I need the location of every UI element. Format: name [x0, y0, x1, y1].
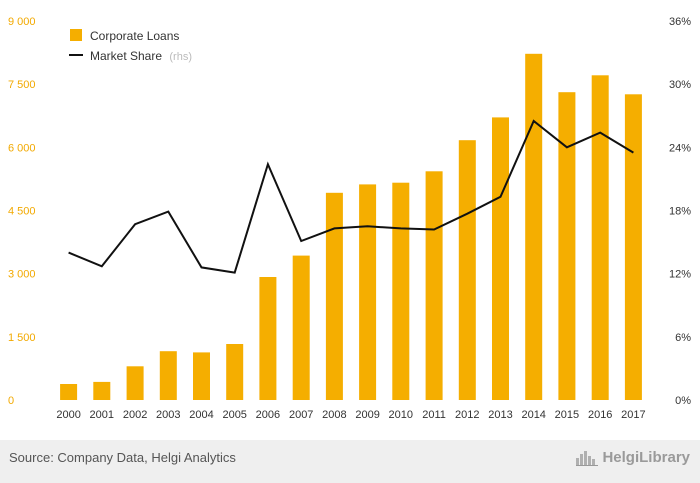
right-tick-label: 36%: [669, 16, 691, 28]
bar-2002: [126, 366, 144, 400]
right-tick-label: 12%: [669, 269, 691, 281]
source-note: Source: Company Data, Helgi Analytics: [9, 450, 236, 465]
right-tick-label: 6%: [675, 332, 691, 344]
bar-2007: [292, 255, 310, 400]
market-share-line: [68, 119, 634, 274]
legend-label-market-share: Market Share: [90, 49, 162, 63]
x-tick-label: 2002: [123, 409, 147, 421]
x-tick-label: 2012: [455, 409, 479, 421]
right-axis: 0% 6% 12% 18% 24% 30% 36%: [669, 16, 691, 407]
bar-2015: [558, 92, 576, 400]
x-tick-label: 2014: [521, 409, 545, 421]
bar-2009: [359, 184, 377, 400]
x-axis: 2000 2001 2002 2003 2004 2005 2006 2007 2008 2009…: [56, 409, 645, 421]
bar-2008: [325, 192, 343, 400]
x-tick-label: 2005: [222, 409, 246, 421]
x-tick-label: 2008: [322, 409, 346, 421]
x-tick-label: 2007: [289, 409, 313, 421]
bar-2000: [60, 384, 78, 400]
legend-label-corporate-loans: Corporate Loans: [90, 29, 179, 43]
x-tick-label: 2013: [488, 409, 512, 421]
left-tick-label: 4 500: [8, 206, 36, 218]
bar-2010: [392, 182, 410, 400]
bars-layer: [60, 53, 642, 401]
bar-2017: [624, 94, 642, 401]
chart-svg: 0 1 500 3 000 4 500 6 000 7 500 9 000 0% 6% 12% 1…: [8, 16, 691, 421]
bar-2004: [193, 352, 210, 400]
x-tick-label: 2003: [156, 409, 180, 421]
x-tick-label: 2017: [621, 409, 645, 421]
left-tick-label: 7 500: [8, 79, 36, 91]
line-layer: [68, 119, 634, 274]
bar-2003: [159, 351, 177, 400]
left-axis: 0 1 500 3 000 4 500 6 000 7 500 9 000: [8, 16, 36, 407]
left-tick-label: 3 000: [8, 269, 36, 281]
city-skyline-icon: [576, 450, 599, 466]
x-tick-label: 2015: [555, 409, 579, 421]
x-tick-label: 2004: [189, 409, 213, 421]
x-tick-label: 2001: [90, 409, 114, 421]
legend: Corporate Loans Market Share (rhs): [69, 29, 192, 63]
brand-logo: HelgiLibrary: [576, 449, 690, 466]
legend-label-rhs: (rhs): [169, 51, 192, 63]
bar-2011: [425, 171, 443, 400]
bar-2014: [525, 53, 543, 401]
svg-text:Market Share (rhs): Market Share (rhs): [90, 49, 192, 63]
left-tick-label: 1 500: [8, 332, 36, 344]
right-tick-label: 18%: [669, 206, 691, 218]
right-tick-label: 30%: [669, 79, 691, 91]
left-tick-label: 0: [8, 395, 14, 407]
bar-2001: [93, 381, 111, 400]
bar-2012: [458, 140, 476, 400]
x-tick-label: 2011: [422, 409, 446, 421]
bar-2013: [492, 117, 509, 401]
left-tick-label: 9 000: [8, 16, 36, 28]
right-tick-label: 24%: [669, 142, 691, 154]
bar-2016: [591, 75, 609, 401]
x-tick-label: 2016: [588, 409, 612, 421]
right-tick-label: 0%: [675, 395, 691, 407]
bar-2005: [226, 344, 244, 400]
brand-name: HelgiLibrary: [602, 449, 690, 466]
x-tick-label: 2000: [56, 409, 80, 421]
bar-2006: [259, 277, 277, 400]
left-tick-label: 6 000: [8, 142, 36, 154]
x-tick-label: 2006: [256, 409, 280, 421]
x-tick-label: 2010: [389, 409, 413, 421]
legend-swatch-corporate-loans: [70, 29, 82, 41]
x-tick-label: 2009: [355, 409, 379, 421]
